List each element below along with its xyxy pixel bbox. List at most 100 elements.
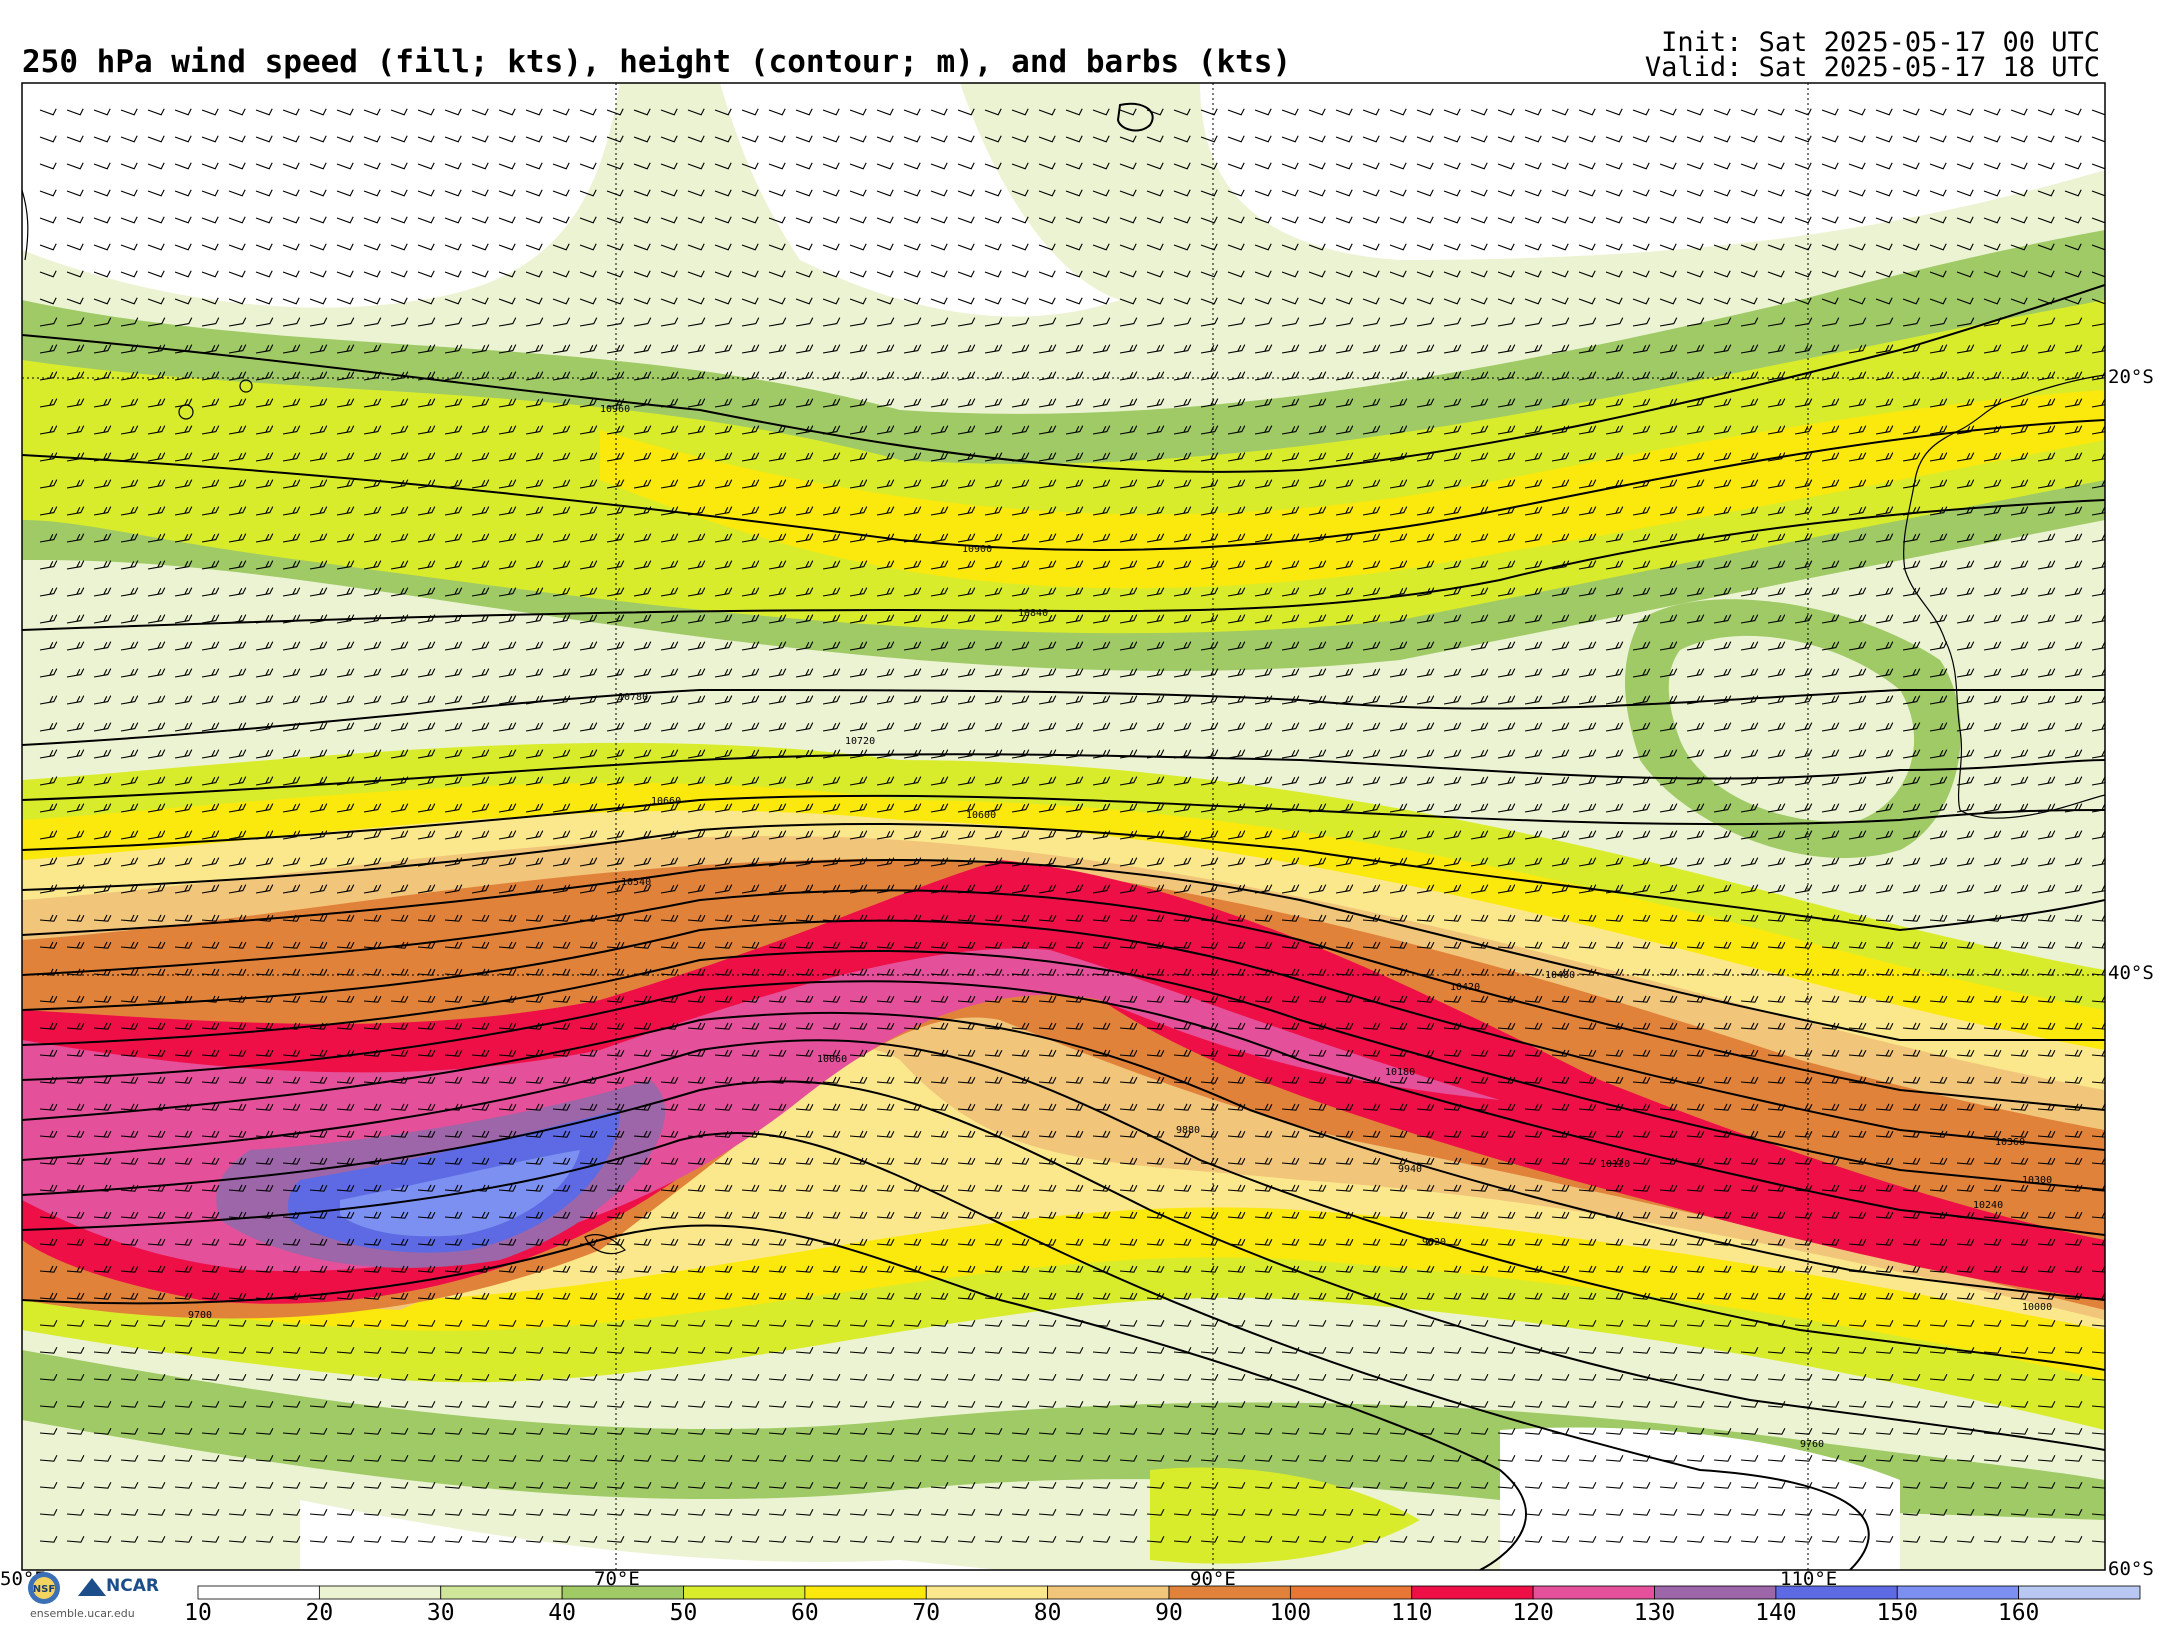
wind-barb bbox=[606, 1400, 625, 1408]
wind-barb bbox=[1686, 1508, 1705, 1516]
wind-barb bbox=[1929, 884, 1948, 894]
wind-barb bbox=[1335, 398, 1354, 408]
wind-barb bbox=[903, 914, 922, 922]
wind-barb bbox=[93, 695, 112, 705]
wind-barb bbox=[714, 1427, 733, 1435]
wind-barb bbox=[1173, 914, 1192, 922]
wind-barb bbox=[66, 968, 85, 976]
wind-barb bbox=[1389, 884, 1408, 894]
wind-barb bbox=[1146, 1535, 1165, 1543]
wind-barb bbox=[1713, 1373, 1732, 1381]
wind-barb bbox=[2010, 317, 2029, 327]
wind-barb bbox=[1281, 1292, 1300, 1300]
wind-barb bbox=[1794, 968, 1813, 976]
wind-barb bbox=[201, 1184, 220, 1192]
wind-barb bbox=[1173, 506, 1192, 516]
wind-barb bbox=[1308, 479, 1327, 489]
wind-barb bbox=[1335, 749, 1354, 759]
wind-barb bbox=[660, 1103, 679, 1111]
wind-barb bbox=[93, 1535, 112, 1543]
wind-barb bbox=[1956, 1238, 1975, 1246]
wind-barb bbox=[444, 884, 463, 894]
wind-barb bbox=[1011, 722, 1030, 732]
wind-barb bbox=[1497, 1184, 1516, 1192]
wind-barb bbox=[687, 398, 706, 408]
wind-barb bbox=[1794, 1211, 1813, 1219]
wind-barb bbox=[1821, 614, 1840, 624]
wind-barb bbox=[1011, 1481, 1030, 1489]
wind-barb bbox=[2010, 941, 2029, 949]
wind-barb bbox=[1281, 297, 1299, 305]
wind-barb bbox=[66, 614, 85, 624]
wind-barb bbox=[687, 1427, 706, 1435]
wind-barb bbox=[1875, 479, 1894, 489]
wind-barb bbox=[1227, 722, 1246, 732]
wind-barb bbox=[1443, 830, 1462, 840]
wind-barb bbox=[390, 1130, 409, 1138]
wind-barb bbox=[336, 1400, 355, 1408]
wind-barb bbox=[1551, 189, 1569, 197]
wind-barb bbox=[93, 1265, 112, 1273]
wind-barb bbox=[228, 1427, 247, 1435]
wind-barb bbox=[471, 270, 489, 278]
wind-barb bbox=[1956, 1508, 1975, 1516]
wind-barb bbox=[1956, 1481, 1975, 1489]
wind-barb bbox=[2010, 270, 2028, 278]
wind-barb bbox=[1605, 398, 1624, 408]
wind-barb bbox=[552, 506, 571, 516]
wind-barb bbox=[1578, 1211, 1597, 1219]
wind-barb bbox=[1578, 1508, 1597, 1516]
wind-barb bbox=[1011, 830, 1030, 840]
wind-barb bbox=[876, 533, 895, 543]
wind-barb bbox=[309, 803, 328, 813]
wind-barb bbox=[768, 425, 787, 435]
wind-barb bbox=[903, 243, 921, 251]
wind-barb bbox=[1821, 189, 1839, 197]
wind-barb bbox=[1470, 695, 1489, 705]
wind-barb bbox=[255, 776, 274, 786]
wind-barb bbox=[552, 1238, 571, 1246]
wind-barb bbox=[2064, 506, 2083, 516]
wind-barb bbox=[1308, 1292, 1327, 1300]
wind-barb bbox=[579, 695, 598, 705]
wind-barb bbox=[1335, 297, 1353, 305]
wind-barb bbox=[2037, 1400, 2056, 1408]
wind-barb bbox=[1740, 506, 1759, 516]
wind-barb bbox=[1821, 749, 1840, 759]
wind-barb bbox=[282, 1481, 301, 1489]
wind-barb bbox=[39, 1157, 58, 1165]
wind-barb bbox=[1092, 1400, 1111, 1408]
wind-barb bbox=[147, 1238, 166, 1246]
wind-barb bbox=[1227, 1319, 1246, 1327]
wind-barb bbox=[1362, 243, 1380, 251]
wind-barb bbox=[417, 1265, 436, 1273]
wind-barb bbox=[822, 1346, 841, 1354]
wind-barb bbox=[1794, 344, 1813, 354]
wind-barb bbox=[687, 587, 706, 597]
wind-barb bbox=[2064, 533, 2083, 543]
wind-barb bbox=[93, 1103, 112, 1111]
wind-barb bbox=[822, 857, 841, 867]
wind-barb bbox=[1119, 560, 1138, 570]
wind-barb bbox=[309, 941, 328, 949]
wind-barb bbox=[120, 108, 138, 116]
wind-barb bbox=[1875, 1481, 1894, 1489]
wind-barb bbox=[579, 1508, 598, 1516]
wind-barb bbox=[1686, 1184, 1705, 1192]
wind-barb bbox=[741, 668, 760, 678]
wind-barb bbox=[552, 1157, 571, 1165]
wind-barb bbox=[309, 1184, 328, 1192]
wind-barb bbox=[1875, 425, 1894, 435]
wind-barb bbox=[1524, 722, 1543, 732]
wind-barb bbox=[606, 614, 625, 624]
wind-barb bbox=[903, 695, 922, 705]
wind-barb bbox=[201, 189, 219, 197]
wind-barb bbox=[1146, 398, 1165, 408]
wind-barb bbox=[1794, 1157, 1813, 1165]
wind-barb bbox=[1011, 243, 1029, 251]
wind-barb bbox=[444, 371, 463, 381]
wind-barb bbox=[282, 1319, 301, 1327]
wind-barb bbox=[147, 1157, 166, 1165]
wind-barb bbox=[363, 371, 382, 381]
wind-barb bbox=[1767, 1184, 1786, 1192]
